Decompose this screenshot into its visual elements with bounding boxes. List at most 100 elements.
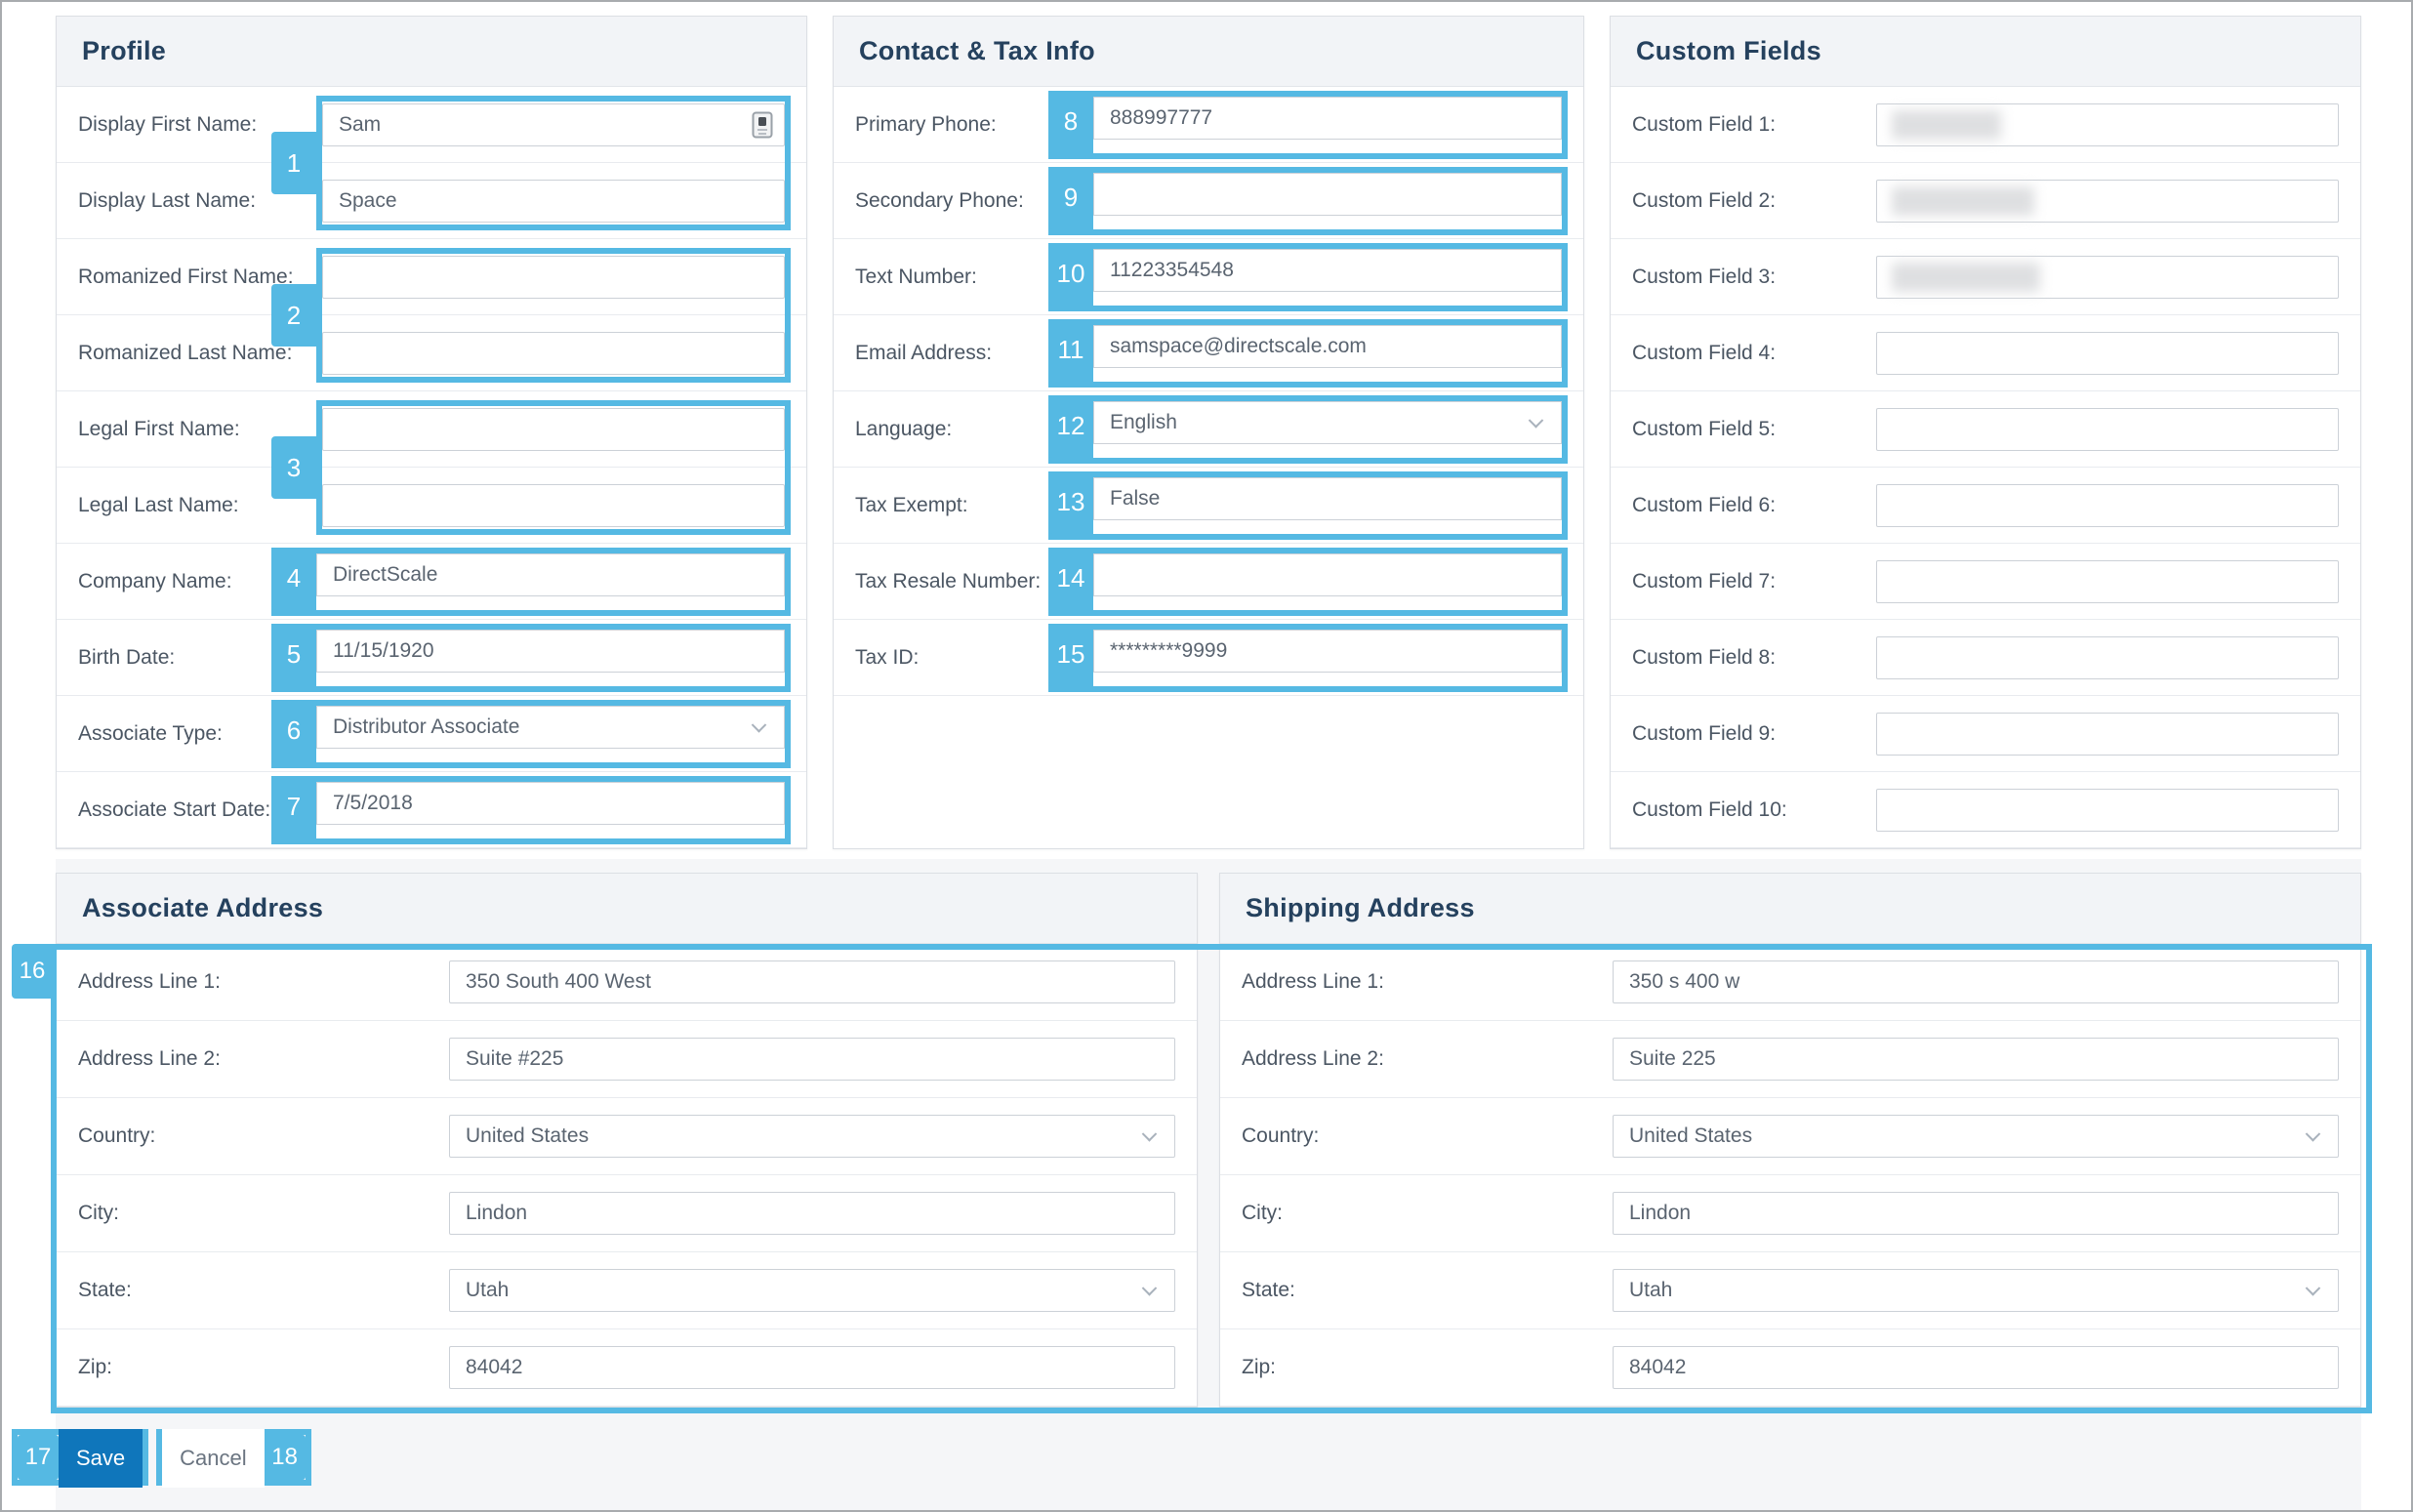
custom-fields-panel: Custom Fields Custom Field 1: bbox=[1610, 16, 2361, 849]
form-row-associate-start-date: Associate Start Date: 7 bbox=[57, 772, 806, 848]
callout-badge-4: 4 bbox=[271, 547, 316, 610]
redacted-value-blur bbox=[1892, 109, 2001, 140]
callout-outline-14: 14 bbox=[1048, 547, 1568, 616]
display-last-name-input[interactable] bbox=[322, 179, 785, 223]
assoc-address-line-2-label: Address Line 2: bbox=[78, 1047, 221, 1070]
form-row-birth-date: Birth Date: 5 bbox=[57, 620, 806, 696]
assoc-address-line-2-input[interactable] bbox=[449, 1038, 1175, 1081]
callout-badge-13: 13 bbox=[1048, 470, 1093, 534]
form-row-ship-zip: Zip: bbox=[1220, 1329, 2360, 1407]
tax-id-input[interactable] bbox=[1093, 629, 1562, 673]
redacted-value-blur bbox=[1892, 262, 2040, 292]
form-row-legal-first-name: Legal First Name: bbox=[57, 391, 806, 468]
birth-date-input[interactable] bbox=[316, 629, 785, 673]
display-name-group: Display First Name: Display Last Name: bbox=[57, 87, 806, 239]
profile-panel-header: Profile bbox=[57, 17, 806, 87]
form-row-assoc-state: State: Utah bbox=[57, 1252, 1197, 1329]
top-section: Profile Display First Name: bbox=[56, 2, 2361, 859]
profile-panel: Profile Display First Name: bbox=[56, 16, 807, 849]
associate-type-select[interactable]: Distributor Associate bbox=[316, 705, 785, 749]
autofill-contact-card-icon[interactable] bbox=[752, 111, 773, 139]
form-row-legal-last-name: Legal Last Name: bbox=[57, 468, 806, 544]
form-row-custom-field-9: Custom Field 9: bbox=[1611, 696, 2360, 772]
tax-resale-number-label: Tax Resale Number: bbox=[855, 569, 1042, 593]
form-row-assoc-address-line-1: Address Line 1: bbox=[57, 944, 1197, 1021]
assoc-address-line-1-input[interactable] bbox=[449, 960, 1175, 1003]
romanized-last-name-label: Romanized Last Name: bbox=[78, 341, 293, 364]
custom-field-9-input[interactable] bbox=[1876, 712, 2339, 756]
custom-field-5-input[interactable] bbox=[1876, 407, 2339, 451]
callout-badge-7: 7 bbox=[271, 775, 316, 838]
custom-field-7-input[interactable] bbox=[1876, 559, 2339, 603]
associate-address-panel: Associate Address Address Line 1: Addres… bbox=[56, 873, 1198, 1408]
form-row-ship-city: City: bbox=[1220, 1175, 2360, 1252]
custom-field-3-input[interactable] bbox=[1876, 255, 2339, 299]
ship-zip-label: Zip: bbox=[1242, 1356, 1277, 1378]
legal-last-name-input[interactable] bbox=[322, 483, 785, 527]
callout-badge-3: 3 bbox=[271, 436, 316, 499]
custom-field-1-input[interactable] bbox=[1876, 102, 2339, 146]
callout-outline-11: 11 bbox=[1048, 318, 1568, 388]
form-row-assoc-zip: Zip: bbox=[57, 1329, 1197, 1407]
ship-city-input[interactable] bbox=[1613, 1192, 2339, 1235]
custom-fields-panel-title: Custom Fields bbox=[1636, 36, 1821, 65]
contact-tax-panel-title: Contact & Tax Info bbox=[859, 36, 1095, 65]
secondary-phone-input[interactable] bbox=[1093, 172, 1562, 216]
text-number-input[interactable] bbox=[1093, 248, 1562, 292]
redacted-value-blur bbox=[1892, 185, 2034, 216]
assoc-zip-label: Zip: bbox=[78, 1356, 113, 1378]
assoc-zip-input[interactable] bbox=[449, 1346, 1175, 1389]
primary-phone-input[interactable] bbox=[1093, 96, 1562, 140]
ship-state-select[interactable]: Utah bbox=[1613, 1269, 2339, 1312]
romanized-first-name-input[interactable] bbox=[322, 255, 785, 299]
ship-address-line-2-input[interactable] bbox=[1613, 1038, 2339, 1081]
secondary-phone-label: Secondary Phone: bbox=[855, 188, 1024, 212]
tax-id-label: Tax ID: bbox=[855, 645, 920, 669]
language-label: Language: bbox=[855, 417, 953, 440]
ship-country-select[interactable]: United States bbox=[1613, 1115, 2339, 1158]
ship-state-label: State: bbox=[1242, 1279, 1295, 1301]
form-row-romanized-last-name: Romanized Last Name: bbox=[57, 315, 806, 391]
legal-first-name-label: Legal First Name: bbox=[78, 417, 240, 440]
custom-field-4-input[interactable] bbox=[1876, 331, 2339, 375]
callout-outline-7: 7 bbox=[271, 775, 791, 844]
legal-name-group: Legal First Name: Legal Last Name: bbox=[57, 391, 806, 544]
form-row-custom-field-2: Custom Field 2: bbox=[1611, 163, 2360, 239]
profile-panel-title: Profile bbox=[82, 36, 167, 65]
language-select[interactable]: English bbox=[1093, 400, 1562, 444]
form-row-custom-field-10: Custom Field 10: bbox=[1611, 772, 2360, 848]
assoc-country-label: Country: bbox=[78, 1124, 156, 1147]
cancel-button[interactable]: Cancel bbox=[162, 1429, 265, 1488]
ship-address-line-1-input[interactable] bbox=[1613, 960, 2339, 1003]
custom-field-2-input[interactable] bbox=[1876, 179, 2339, 223]
assoc-country-select[interactable]: United States bbox=[449, 1115, 1175, 1158]
custom-field-9-label: Custom Field 9: bbox=[1632, 721, 1777, 745]
ship-zip-input[interactable] bbox=[1613, 1346, 2339, 1389]
email-address-input[interactable] bbox=[1093, 324, 1562, 368]
tax-exempt-input[interactable] bbox=[1093, 476, 1562, 520]
legal-first-name-input[interactable] bbox=[322, 407, 785, 451]
ship-city-label: City: bbox=[1242, 1202, 1283, 1224]
romanized-last-name-input[interactable] bbox=[322, 331, 785, 375]
custom-field-10-input[interactable] bbox=[1876, 788, 2339, 832]
tax-resale-number-input[interactable] bbox=[1093, 552, 1562, 596]
form-row-custom-field-6: Custom Field 6: bbox=[1611, 468, 2360, 544]
form-row-language: Language: 12 English bbox=[834, 391, 1583, 468]
save-button[interactable]: Save bbox=[59, 1429, 143, 1488]
display-first-name-input[interactable] bbox=[322, 102, 785, 146]
callout-outline-6: 6 Distributor Associate bbox=[271, 699, 791, 768]
custom-field-8-input[interactable] bbox=[1876, 635, 2339, 679]
assoc-state-select[interactable]: Utah bbox=[449, 1269, 1175, 1312]
form-row-custom-field-3: Custom Field 3: bbox=[1611, 239, 2360, 315]
custom-field-6-input[interactable] bbox=[1876, 483, 2339, 527]
form-row-ship-country: Country: United States bbox=[1220, 1098, 2360, 1175]
callout-outline-5: 5 bbox=[271, 623, 791, 692]
company-name-input[interactable] bbox=[316, 552, 785, 596]
associate-start-date-input[interactable] bbox=[316, 781, 785, 825]
callout-badge-9: 9 bbox=[1048, 166, 1093, 229]
callout-badge-16: 16 bbox=[12, 944, 53, 999]
ship-address-line-1-label: Address Line 1: bbox=[1242, 970, 1384, 993]
custom-field-1-label: Custom Field 1: bbox=[1632, 112, 1777, 136]
assoc-city-input[interactable] bbox=[449, 1192, 1175, 1235]
callout-badge-1: 1 bbox=[271, 132, 316, 194]
